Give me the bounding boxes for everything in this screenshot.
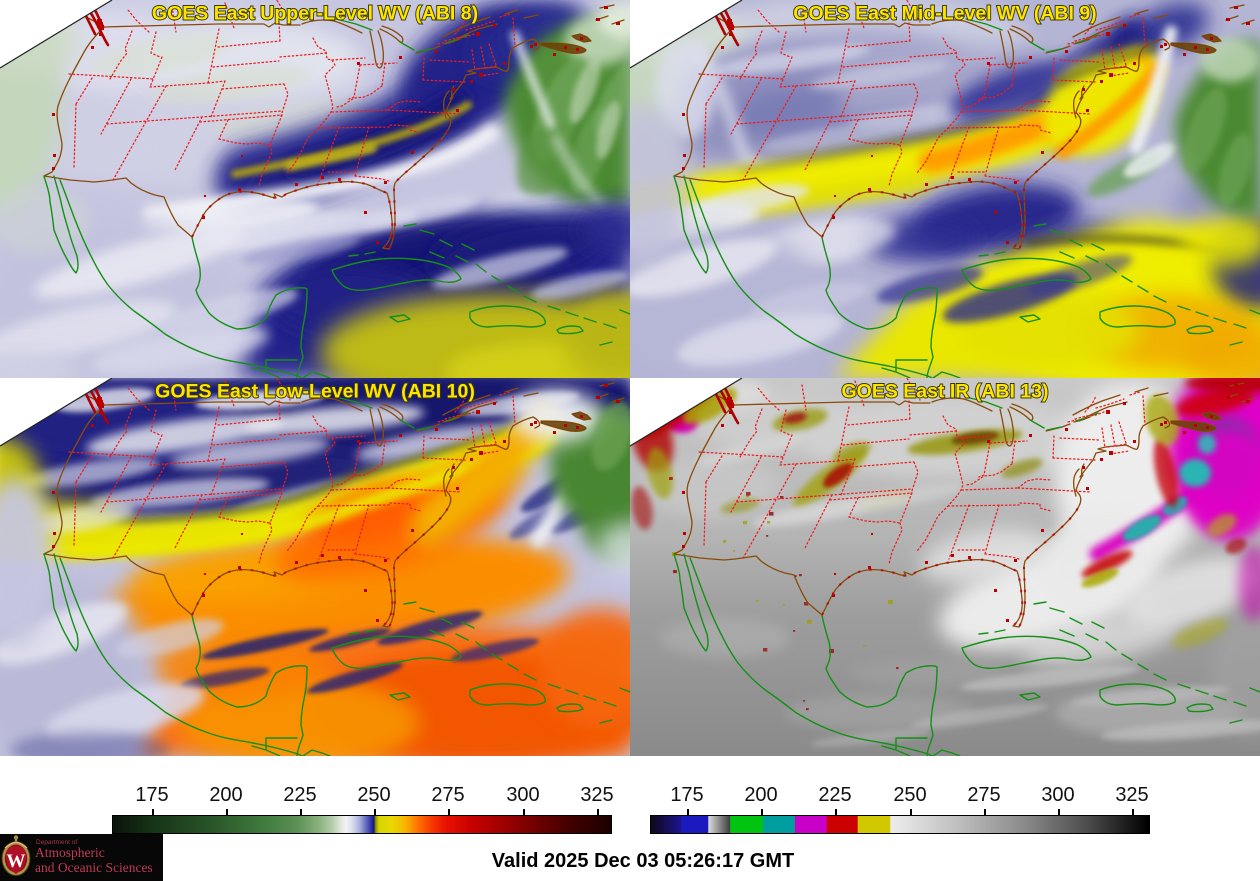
svg-text:GOES East Upper-Level WV (ABI: GOES East Upper-Level WV (ABI 8) [152, 3, 478, 25]
svg-text:GOES East Mid-Level WV (ABI 9): GOES East Mid-Level WV (ABI 9) [793, 3, 1096, 25]
svg-text:W: W [7, 851, 26, 872]
svg-text:GOES East Low-Level WV (ABI 10: GOES East Low-Level WV (ABI 10) [155, 381, 475, 403]
svg-text:GOES East IR (ABI 13): GOES East IR (ABI 13) [842, 381, 1049, 403]
